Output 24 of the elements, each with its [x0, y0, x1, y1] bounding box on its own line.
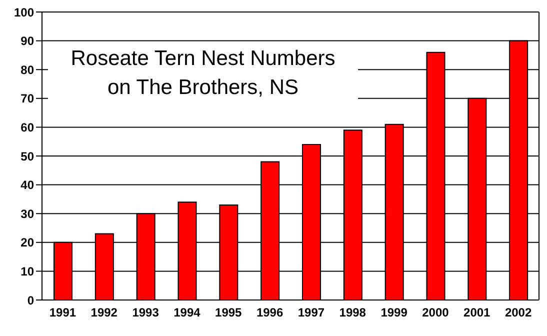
x-tick-label: 2001 — [464, 306, 491, 320]
y-tick-label: 30 — [20, 206, 34, 221]
y-tick-label: 70 — [20, 92, 34, 106]
y-tick-label: 80 — [20, 62, 34, 77]
x-tick-label: 1999 — [380, 306, 408, 320]
x-tick-label: 1994 — [174, 306, 201, 320]
x-tick-label: 1992 — [90, 306, 118, 320]
x-tick-label: 1995 — [215, 306, 242, 320]
x-tick-label: 1996 — [256, 306, 284, 320]
text: Roseate Tern Nest Numbers on The Brothers, NS — [48, 44, 358, 102]
y-tick-label: 10 — [20, 264, 34, 278]
y-tick-label: 40 — [20, 178, 34, 192]
y-tick-label: 20 — [20, 236, 34, 250]
x-tick-label: 1997 — [298, 306, 325, 320]
y-tick-label: 0 — [27, 293, 34, 308]
x-tick-label: 1993 — [132, 306, 160, 320]
x-tick-label: 1998 — [339, 306, 366, 320]
x-tick-label: 2000 — [422, 306, 450, 320]
x-tick-label: 1991 — [49, 306, 76, 320]
y-tick-label: 90 — [20, 34, 34, 48]
y-tick-label: 60 — [20, 120, 34, 134]
y-tick-label: 100 — [14, 5, 34, 20]
y-tick-label: 50 — [20, 149, 34, 164]
x-tick-label: 2002 — [504, 306, 532, 320]
